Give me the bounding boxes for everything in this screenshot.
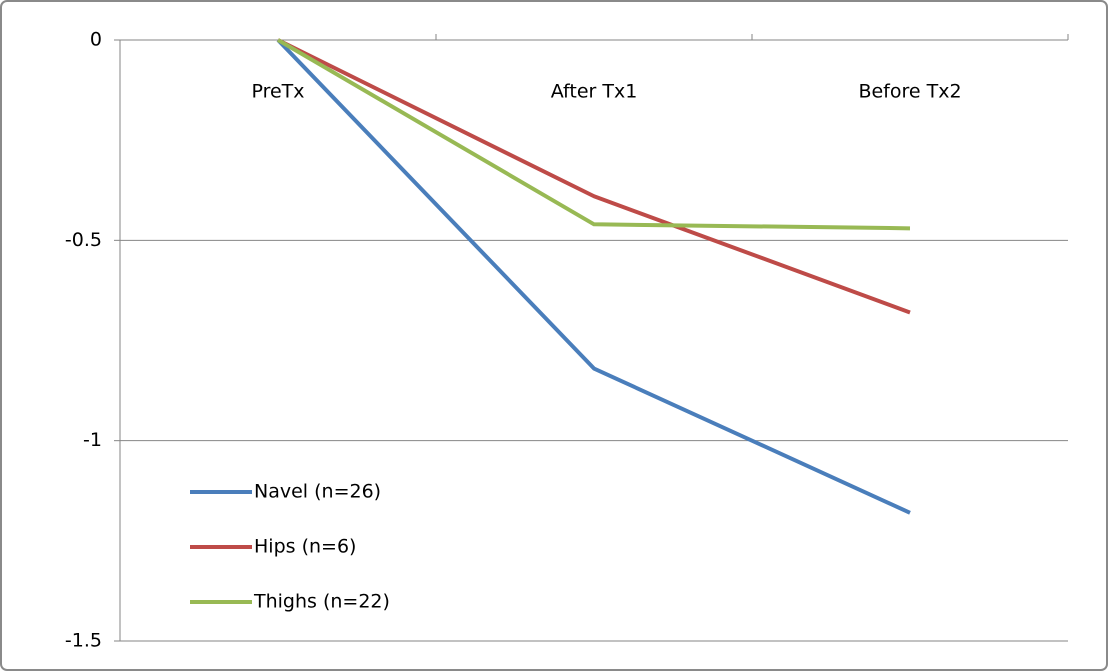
y-tick-label: -1 <box>83 429 102 451</box>
series-line <box>276 38 911 515</box>
y-tick-label: 0 <box>90 29 102 51</box>
legend-label: Thighs (n=22) <box>253 591 390 613</box>
x-tick-label: Before Tx2 <box>858 81 961 103</box>
x-tick-label: After Tx1 <box>551 81 638 103</box>
x-tick-label: PreTx <box>251 81 304 103</box>
series-line <box>276 38 911 231</box>
y-tick-label: -1.5 <box>65 630 102 652</box>
y-tick-label: -0.5 <box>65 229 102 251</box>
series-line <box>277 38 911 315</box>
legend-label: Navel (n=26) <box>254 481 381 503</box>
legend-label: Hips (n=6) <box>254 536 356 558</box>
